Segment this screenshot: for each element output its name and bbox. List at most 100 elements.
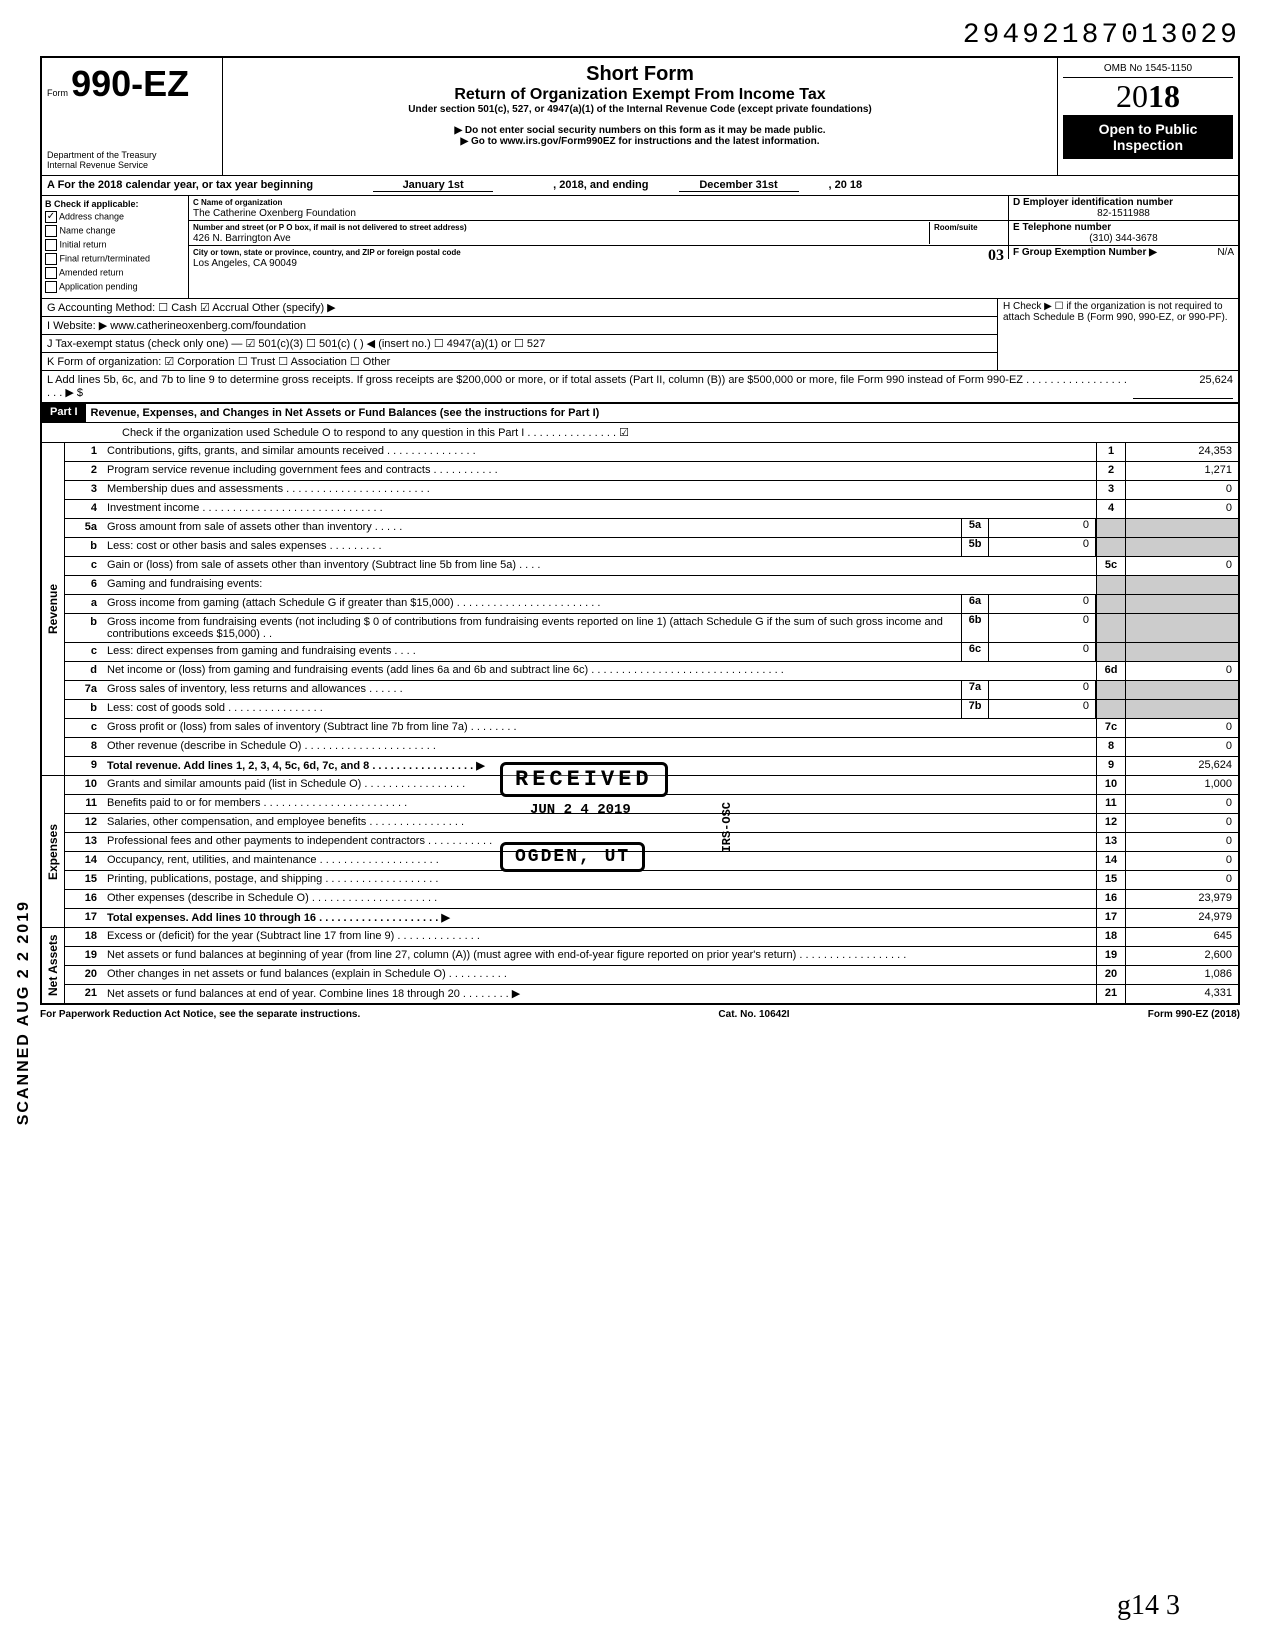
tel-label: E Telephone number	[1013, 222, 1111, 233]
val-a	[1126, 595, 1238, 613]
line-desc-16: Other expenses (describe in Schedule O) …	[103, 890, 1096, 908]
box-num-10: 10	[1096, 776, 1126, 794]
ssn-warning: ▶ Do not enter social security numbers o…	[233, 125, 1047, 136]
section-h: H Check ▶ ☐ if the organization is not r…	[998, 299, 1238, 370]
line-desc-b: Less: cost or other basis and sales expe…	[103, 538, 961, 556]
check-amended[interactable]	[45, 267, 57, 279]
val-6d: 0	[1126, 662, 1238, 680]
check-name-change[interactable]	[45, 225, 57, 237]
irs-osc-stamp: IRS-OSC	[720, 802, 734, 852]
box-num-2: 2	[1096, 462, 1126, 480]
line-num-9: 9	[65, 757, 103, 775]
section-i: I Website: ▶ www.catherineoxenberg.com/f…	[42, 317, 997, 335]
check-pending[interactable]	[45, 281, 57, 293]
box-num-8: 8	[1096, 738, 1126, 756]
line-desc-8: Other revenue (describe in Schedule O) .…	[103, 738, 1096, 756]
part1-label: Part I	[42, 404, 86, 422]
val-13: 0	[1126, 833, 1238, 851]
org-name: The Catherine Oxenberg Foundation	[193, 208, 356, 219]
line-desc-19: Net assets or fund balances at beginning…	[103, 947, 1096, 965]
box-num-b	[1096, 614, 1126, 642]
open-public-badge: Open to Public Inspection	[1063, 115, 1233, 159]
form-header: Form 990-EZ Department of the Treasury I…	[40, 56, 1240, 175]
sub-box-6b: 6b	[961, 614, 989, 642]
line-num-8: 8	[65, 738, 103, 756]
line-desc-18: Excess or (deficit) for the year (Subtra…	[103, 928, 1096, 946]
box-num-13: 13	[1096, 833, 1126, 851]
sub-val-5b: 0	[989, 538, 1096, 556]
line-desc-7a: Gross sales of inventory, less returns a…	[103, 681, 961, 699]
line-num-b: b	[65, 614, 103, 642]
check-address-change[interactable]: ✓	[45, 211, 57, 223]
lbl-amended: Amended return	[59, 267, 124, 277]
sub-box-5b: 5b	[961, 538, 989, 556]
section-label-revenue: Revenue	[42, 443, 65, 775]
section-j: J Tax-exempt status (check only one) — ☑…	[42, 335, 997, 353]
val-b	[1126, 614, 1238, 642]
val-4: 0	[1126, 500, 1238, 518]
footer-left: For Paperwork Reduction Act Notice, see …	[40, 1009, 360, 1020]
sub-box-7a: 7a	[961, 681, 989, 699]
val-2: 1,271	[1126, 462, 1238, 480]
box-num-3: 3	[1096, 481, 1126, 499]
val-7c: 0	[1126, 719, 1238, 737]
line-desc-20: Other changes in net assets or fund bala…	[103, 966, 1096, 984]
org-city: Los Angeles, CA 90049	[193, 258, 297, 269]
goto-url: ▶ Go to www.irs.gov/Form990EZ for instru…	[233, 136, 1047, 147]
val-17: 24,979	[1126, 909, 1238, 927]
val-6	[1126, 576, 1238, 594]
line-num-12: 12	[65, 814, 103, 832]
line-desc-b: Gross income from fundraising events (no…	[103, 614, 961, 642]
section-a-label: A For the 2018 calendar year, or tax yea…	[47, 179, 313, 192]
line-num-a: a	[65, 595, 103, 613]
val-3: 0	[1126, 481, 1238, 499]
box-num-11: 11	[1096, 795, 1126, 813]
box-num-12: 12	[1096, 814, 1126, 832]
sub-val-7a: 0	[989, 681, 1096, 699]
check-initial[interactable]	[45, 239, 57, 251]
line-num-16: 16	[65, 890, 103, 908]
box-num-15: 15	[1096, 871, 1126, 889]
line-num-15: 15	[65, 871, 103, 889]
line-num-14: 14	[65, 852, 103, 870]
line-desc-c: Gross profit or (loss) from sales of inv…	[103, 719, 1096, 737]
line-desc-4: Investment income . . . . . . . . . . . …	[103, 500, 1096, 518]
form-lines-table: Revenue1Contributions, gifts, grants, an…	[40, 442, 1240, 1005]
check-final[interactable]	[45, 253, 57, 265]
lbl-final: Final return/terminated	[60, 253, 151, 263]
line-num-11: 11	[65, 795, 103, 813]
org-name-label: C Name of organization	[193, 198, 282, 207]
line-desc-6: Gaming and fundraising events:	[103, 576, 1096, 594]
val-10: 1,000	[1126, 776, 1238, 794]
line-num-d: d	[65, 662, 103, 680]
sub-box-5a: 5a	[961, 519, 989, 537]
line-desc-3: Membership dues and assessments . . . . …	[103, 481, 1096, 499]
sub-val-6c: 0	[989, 643, 1096, 661]
room-label: Room/suite	[934, 223, 978, 232]
line-desc-a: Gross income from gaming (attach Schedul…	[103, 595, 961, 613]
val-14: 0	[1126, 852, 1238, 870]
tel-value: (310) 344-3678	[1013, 233, 1234, 244]
scanned-stamp: SCANNED AUG 2 2 2019	[15, 900, 33, 1125]
lbl-name-change: Name change	[60, 225, 116, 235]
val-5a	[1126, 519, 1238, 537]
box-num-16: 16	[1096, 890, 1126, 908]
section-k: K Form of organization: ☑ Corporation ☐ …	[42, 353, 997, 370]
omb-number: OMB No 1545-1150	[1063, 63, 1233, 78]
line-num-4: 4	[65, 500, 103, 518]
box-num-a	[1096, 595, 1126, 613]
org-address: 426 N. Barrington Ave	[193, 233, 291, 244]
signature: g14 3	[1117, 1590, 1180, 1622]
line-num-b: b	[65, 700, 103, 718]
val-7a	[1126, 681, 1238, 699]
line-num-13: 13	[65, 833, 103, 851]
line-num-21: 21	[65, 985, 103, 1003]
date-stamp: JUN 2 4 2019	[530, 802, 631, 818]
line-num-20: 20	[65, 966, 103, 984]
box-num-b	[1096, 538, 1126, 556]
line-num-2: 2	[65, 462, 103, 480]
val-b	[1126, 700, 1238, 718]
group-value: N/A	[1217, 247, 1234, 258]
line-num-6: 6	[65, 576, 103, 594]
received-stamp: RECEIVED	[500, 762, 668, 797]
